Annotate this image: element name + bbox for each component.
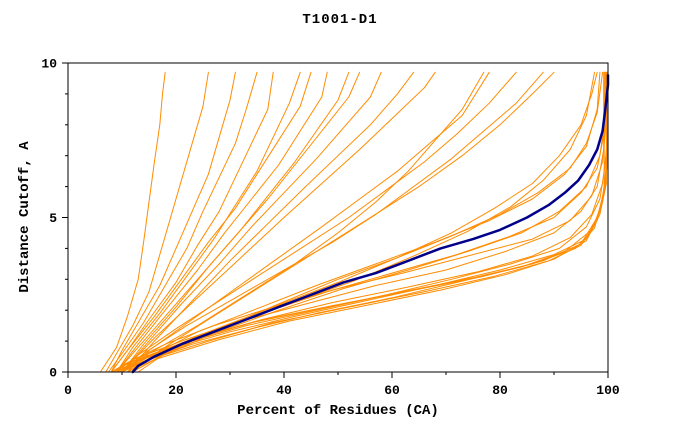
- curve-model-28: [110, 71, 312, 373]
- curve-model-24: [110, 71, 236, 373]
- y-axis-label: Distance Cutoff, A: [17, 141, 33, 293]
- x-tick-label: 60: [384, 383, 400, 398]
- curve-model-13: [137, 71, 604, 373]
- curve-model-21: [132, 71, 555, 373]
- curve-model-30: [121, 71, 350, 373]
- curve-model-22: [99, 71, 166, 373]
- curve-model-32: [121, 71, 382, 373]
- curve-model-31: [116, 71, 361, 373]
- x-tick-label: 40: [276, 383, 292, 398]
- y-tick-label: 5: [49, 211, 57, 226]
- y-tick-label: 0: [49, 366, 57, 381]
- curve-model-16: [126, 71, 595, 373]
- curve-model-20: [121, 71, 485, 373]
- curve-model-29: [116, 71, 328, 373]
- curve-model-09: [110, 71, 608, 373]
- chart-title: T1001-D1: [302, 12, 378, 28]
- curve-model-25: [108, 71, 258, 373]
- curve-model-06: [126, 71, 607, 373]
- curve-model-18: [116, 71, 517, 373]
- x-tick-label: 0: [64, 383, 72, 398]
- curve-model-19: [126, 71, 490, 373]
- x-tick-label: 100: [596, 383, 620, 398]
- curve-model-12: [132, 71, 606, 373]
- curve-model-14: [121, 71, 601, 373]
- x-axis-label: Percent of Residues (CA): [237, 403, 439, 419]
- y-tick-label: 10: [41, 57, 57, 72]
- curve-model-33: [126, 71, 415, 373]
- curve-model-26: [110, 71, 274, 373]
- curve-highlighted-model: [131, 74, 610, 374]
- curve-model-34: [121, 71, 436, 373]
- x-tick-label: 20: [168, 383, 184, 398]
- curve-model-23: [105, 71, 209, 373]
- curve-model-17: [121, 71, 544, 373]
- curve-model-11: [126, 71, 606, 373]
- curve-model-07: [113, 71, 605, 373]
- curve-model-15: [121, 71, 598, 373]
- x-tick-label: 80: [492, 383, 508, 398]
